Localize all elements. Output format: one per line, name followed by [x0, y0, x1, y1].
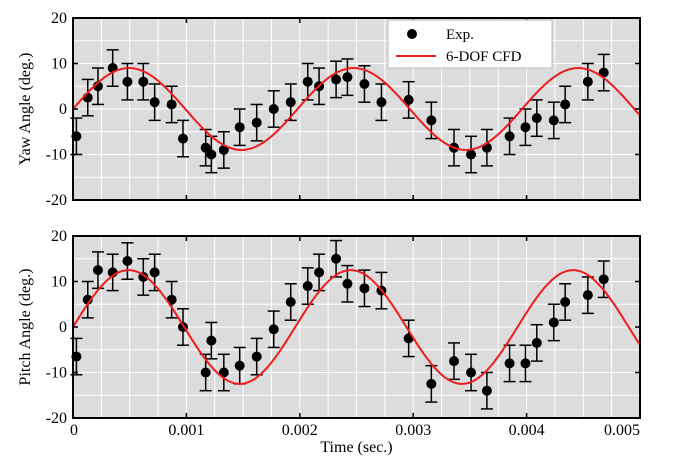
exp-point: [342, 278, 353, 289]
exp-point: [206, 149, 217, 160]
gridlines: [73, 236, 640, 418]
exp-point: [449, 356, 460, 367]
legend-box: [387, 19, 553, 69]
exp-point: [302, 76, 313, 87]
exp-point: [376, 97, 387, 108]
gridlines: [73, 18, 640, 200]
exp-series: [70, 49, 610, 174]
exp-point: [122, 76, 133, 87]
exp-point: [234, 360, 245, 371]
exp-point: [122, 256, 133, 267]
exp-point: [149, 97, 160, 108]
y-tick-label: 0: [59, 101, 67, 118]
exp-point: [598, 274, 609, 285]
y-tick-label: 10: [51, 274, 67, 291]
exp-point: [251, 117, 262, 128]
exp-point: [548, 317, 559, 328]
yaw-angle-chart: -20 -10 0 10 20 Yaw Angle (deg.) Exp. 6-DOF CFD: [17, 10, 641, 209]
exp-point: [166, 99, 177, 110]
legend-label-cfd: 6-DOF CFD: [446, 49, 522, 65]
exp-point: [504, 358, 515, 369]
y-tick-label: 10: [51, 56, 67, 73]
exp-point: [548, 115, 559, 126]
exp-point: [520, 358, 531, 369]
y-tick-label: -20: [46, 192, 67, 209]
exp-point: [504, 131, 515, 142]
x-tick-label: 0.001: [168, 422, 204, 439]
exp-point: [138, 76, 149, 87]
exp-point: [251, 351, 262, 362]
cfd-curve: [73, 269, 640, 385]
exp-point: [560, 99, 571, 110]
legend: Exp. 6-DOF CFD: [387, 19, 553, 69]
exp-point: [331, 74, 342, 85]
exp-point: [149, 267, 160, 278]
exp-point: [426, 115, 437, 126]
exp-point: [359, 283, 370, 294]
y-tick-label: -20: [46, 410, 67, 427]
exp-series: [70, 239, 610, 410]
exp-point: [481, 385, 492, 396]
exp-point: [234, 122, 245, 133]
exp-point: [82, 294, 93, 305]
x-tick-label: 0.004: [509, 422, 545, 439]
exp-point: [200, 367, 211, 378]
pitch-angle-chart: 0 0.001 0.002 0.003 0.004 0.005 -20 -10 0 10 20 Pit…: [17, 228, 641, 456]
cfd-curve: [73, 67, 640, 151]
x-tick-label: 0.005: [604, 422, 640, 439]
x-tick-label: 0.003: [395, 422, 431, 439]
exp-point: [200, 142, 211, 153]
exp-point: [268, 104, 279, 114]
y-tick-label: 0: [59, 319, 67, 336]
exp-point: [426, 378, 437, 389]
exp-point: [92, 265, 103, 276]
y-tick-label: 20: [51, 10, 67, 27]
y-tick-label: -10: [46, 365, 67, 382]
exp-point: [342, 72, 353, 83]
x-tick-label: 0.002: [282, 422, 318, 439]
y-tick-label: -10: [46, 147, 67, 164]
exp-point: [531, 337, 542, 348]
exp-point: [531, 113, 542, 124]
exp-point: [285, 296, 296, 307]
exp-point: [285, 97, 296, 108]
exp-point: [331, 253, 342, 264]
exp-point: [359, 78, 370, 89]
y-axis-label: Yaw Angle (deg.): [17, 53, 34, 166]
exp-point: [582, 290, 593, 301]
exp-point: [302, 281, 313, 292]
exp-point: [177, 133, 188, 144]
exp-point: [466, 367, 477, 378]
legend-label-exp: Exp.: [446, 27, 474, 43]
exp-point: [466, 149, 477, 160]
exp-point: [206, 335, 217, 346]
exp-point: [314, 267, 325, 278]
y-tick-label: 20: [51, 228, 67, 245]
exp-point: [268, 324, 279, 335]
x-tick-label: 0: [70, 422, 78, 439]
x-axis-label: Time (sec.): [320, 439, 392, 456]
exp-point: [218, 367, 229, 378]
exp-point: [520, 122, 531, 133]
exp-point: [560, 296, 571, 307]
exp-point: [582, 76, 593, 87]
y-axis-label: Pitch Angle (deg.): [17, 269, 34, 386]
legend-marker-exp: [407, 29, 417, 39]
exp-point: [403, 94, 414, 105]
